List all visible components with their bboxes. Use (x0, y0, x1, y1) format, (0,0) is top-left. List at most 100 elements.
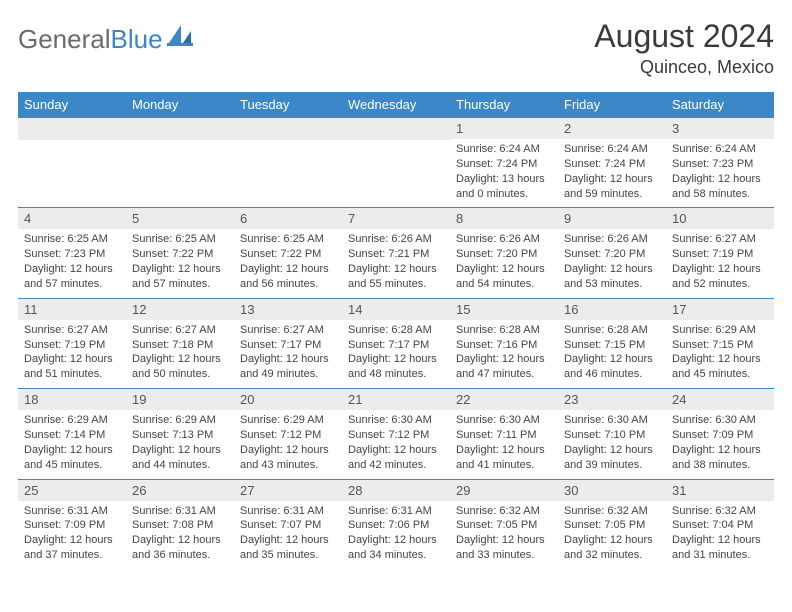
day-number: 14 (342, 299, 450, 320)
day-details: Sunrise: 6:31 AMSunset: 7:08 PMDaylight:… (126, 501, 234, 569)
day-number: 22 (450, 389, 558, 410)
weekday-header: Thursday (450, 92, 558, 118)
day-number: 31 (666, 480, 774, 501)
day-details: Sunrise: 6:27 AMSunset: 7:17 PMDaylight:… (234, 320, 342, 388)
sunset-line: Sunset: 7:12 PM (348, 428, 444, 443)
calendar-day-cell: 16Sunrise: 6:28 AMSunset: 7:15 PMDayligh… (558, 298, 666, 388)
day-number: 29 (450, 480, 558, 501)
sunrise-line: Sunrise: 6:32 AM (672, 504, 768, 519)
daylight-line: Daylight: 12 hours and 36 minutes. (132, 533, 228, 563)
calendar-day-cell: 15Sunrise: 6:28 AMSunset: 7:16 PMDayligh… (450, 298, 558, 388)
calendar-week-row: 11Sunrise: 6:27 AMSunset: 7:19 PMDayligh… (18, 298, 774, 388)
day-number: 5 (126, 208, 234, 229)
daylight-line: Daylight: 12 hours and 45 minutes. (672, 352, 768, 382)
sunset-line: Sunset: 7:21 PM (348, 247, 444, 262)
day-details: Sunrise: 6:25 AMSunset: 7:22 PMDaylight:… (126, 229, 234, 297)
day-number: 27 (234, 480, 342, 501)
day-details: Sunrise: 6:30 AMSunset: 7:09 PMDaylight:… (666, 410, 774, 478)
sunrise-line: Sunrise: 6:25 AM (24, 232, 120, 247)
day-number: 10 (666, 208, 774, 229)
logo-text-a: General (18, 24, 111, 54)
daylight-line: Daylight: 12 hours and 47 minutes. (456, 352, 552, 382)
day-number: 23 (558, 389, 666, 410)
calendar-day-cell: 31Sunrise: 6:32 AMSunset: 7:04 PMDayligh… (666, 479, 774, 569)
sunset-line: Sunset: 7:12 PM (240, 428, 336, 443)
sunrise-line: Sunrise: 6:29 AM (240, 413, 336, 428)
sunrise-line: Sunrise: 6:31 AM (348, 504, 444, 519)
day-details: Sunrise: 6:25 AMSunset: 7:23 PMDaylight:… (18, 229, 126, 297)
sunrise-line: Sunrise: 6:26 AM (564, 232, 660, 247)
daylight-line: Daylight: 12 hours and 44 minutes. (132, 443, 228, 473)
calendar-day-cell: 10Sunrise: 6:27 AMSunset: 7:19 PMDayligh… (666, 208, 774, 298)
calendar-week-row: 25Sunrise: 6:31 AMSunset: 7:09 PMDayligh… (18, 479, 774, 569)
sunrise-line: Sunrise: 6:27 AM (24, 323, 120, 338)
sunset-line: Sunset: 7:22 PM (132, 247, 228, 262)
day-number: 17 (666, 299, 774, 320)
day-details: Sunrise: 6:26 AMSunset: 7:20 PMDaylight:… (558, 229, 666, 297)
daylight-line: Daylight: 12 hours and 58 minutes. (672, 172, 768, 202)
day-number: 24 (666, 389, 774, 410)
sunrise-line: Sunrise: 6:32 AM (456, 504, 552, 519)
daylight-line: Daylight: 12 hours and 43 minutes. (240, 443, 336, 473)
calendar-day-cell: 30Sunrise: 6:32 AMSunset: 7:05 PMDayligh… (558, 479, 666, 569)
sunrise-line: Sunrise: 6:27 AM (240, 323, 336, 338)
sunset-line: Sunset: 7:15 PM (564, 338, 660, 353)
day-number: 16 (558, 299, 666, 320)
day-details: Sunrise: 6:26 AMSunset: 7:20 PMDaylight:… (450, 229, 558, 297)
daylight-line: Daylight: 12 hours and 45 minutes. (24, 443, 120, 473)
calendar-day-cell: 5Sunrise: 6:25 AMSunset: 7:22 PMDaylight… (126, 208, 234, 298)
day-details: Sunrise: 6:28 AMSunset: 7:15 PMDaylight:… (558, 320, 666, 388)
day-number: 19 (126, 389, 234, 410)
calendar-day-cell: 22Sunrise: 6:30 AMSunset: 7:11 PMDayligh… (450, 389, 558, 479)
sunrise-line: Sunrise: 6:25 AM (132, 232, 228, 247)
sunset-line: Sunset: 7:23 PM (672, 157, 768, 172)
day-details: Sunrise: 6:29 AMSunset: 7:15 PMDaylight:… (666, 320, 774, 388)
sunset-line: Sunset: 7:20 PM (456, 247, 552, 262)
calendar-day-cell: 4Sunrise: 6:25 AMSunset: 7:23 PMDaylight… (18, 208, 126, 298)
calendar-day-cell: 11Sunrise: 6:27 AMSunset: 7:19 PMDayligh… (18, 298, 126, 388)
day-details: Sunrise: 6:28 AMSunset: 7:16 PMDaylight:… (450, 320, 558, 388)
sunrise-line: Sunrise: 6:32 AM (564, 504, 660, 519)
daylight-line: Daylight: 12 hours and 57 minutes. (24, 262, 120, 292)
calendar-week-row: 1Sunrise: 6:24 AMSunset: 7:24 PMDaylight… (18, 118, 774, 208)
calendar-day-cell: 21Sunrise: 6:30 AMSunset: 7:12 PMDayligh… (342, 389, 450, 479)
day-number (18, 118, 126, 140)
day-number: 30 (558, 480, 666, 501)
weekday-header: Friday (558, 92, 666, 118)
daylight-line: Daylight: 12 hours and 57 minutes. (132, 262, 228, 292)
calendar-day-cell (342, 118, 450, 208)
sunrise-line: Sunrise: 6:28 AM (456, 323, 552, 338)
sunrise-line: Sunrise: 6:27 AM (132, 323, 228, 338)
sunset-line: Sunset: 7:15 PM (672, 338, 768, 353)
sunrise-line: Sunrise: 6:24 AM (456, 142, 552, 157)
sunrise-line: Sunrise: 6:31 AM (132, 504, 228, 519)
sunrise-line: Sunrise: 6:24 AM (672, 142, 768, 157)
sunset-line: Sunset: 7:05 PM (564, 518, 660, 533)
calendar-week-row: 4Sunrise: 6:25 AMSunset: 7:23 PMDaylight… (18, 208, 774, 298)
daylight-line: Daylight: 12 hours and 53 minutes. (564, 262, 660, 292)
day-details: Sunrise: 6:27 AMSunset: 7:19 PMDaylight:… (666, 229, 774, 297)
sunset-line: Sunset: 7:19 PM (672, 247, 768, 262)
calendar-day-cell: 1Sunrise: 6:24 AMSunset: 7:24 PMDaylight… (450, 118, 558, 208)
weekday-header: Wednesday (342, 92, 450, 118)
calendar-day-cell: 8Sunrise: 6:26 AMSunset: 7:20 PMDaylight… (450, 208, 558, 298)
day-details: Sunrise: 6:28 AMSunset: 7:17 PMDaylight:… (342, 320, 450, 388)
day-number: 25 (18, 480, 126, 501)
day-details (18, 140, 126, 149)
sunrise-line: Sunrise: 6:29 AM (672, 323, 768, 338)
sunset-line: Sunset: 7:09 PM (672, 428, 768, 443)
day-details: Sunrise: 6:32 AMSunset: 7:05 PMDaylight:… (558, 501, 666, 569)
day-details: Sunrise: 6:27 AMSunset: 7:19 PMDaylight:… (18, 320, 126, 388)
day-number: 9 (558, 208, 666, 229)
daylight-line: Daylight: 12 hours and 46 minutes. (564, 352, 660, 382)
calendar-day-cell: 27Sunrise: 6:31 AMSunset: 7:07 PMDayligh… (234, 479, 342, 569)
daylight-line: Daylight: 12 hours and 48 minutes. (348, 352, 444, 382)
day-details: Sunrise: 6:25 AMSunset: 7:22 PMDaylight:… (234, 229, 342, 297)
title-block: August 2024 Quinceo, Mexico (594, 18, 774, 78)
calendar-table: SundayMondayTuesdayWednesdayThursdayFrid… (18, 92, 774, 569)
sunrise-line: Sunrise: 6:30 AM (564, 413, 660, 428)
calendar-day-cell: 6Sunrise: 6:25 AMSunset: 7:22 PMDaylight… (234, 208, 342, 298)
day-details: Sunrise: 6:30 AMSunset: 7:12 PMDaylight:… (342, 410, 450, 478)
calendar-day-cell (234, 118, 342, 208)
daylight-line: Daylight: 12 hours and 41 minutes. (456, 443, 552, 473)
